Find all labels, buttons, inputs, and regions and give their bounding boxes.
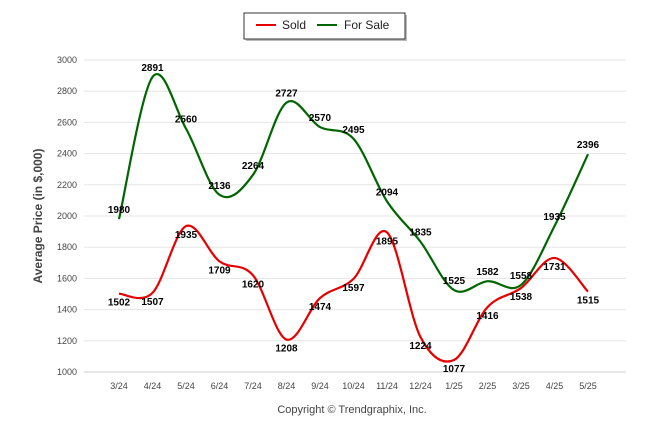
- grid-lines: [84, 59, 626, 373]
- data-label-for-sale: 1980: [108, 205, 131, 216]
- data-label-sold: 1502: [108, 298, 131, 309]
- data-label-sold: 1515: [577, 296, 600, 307]
- data-label-for-sale: 2495: [342, 125, 365, 136]
- y-tick-label: 2400: [57, 149, 77, 159]
- data-label-for-sale: 2136: [208, 181, 231, 192]
- y-tick-label: 2200: [57, 180, 77, 190]
- y-axis-title: Average Price (in $,000): [31, 149, 45, 284]
- y-tick-label: 1200: [57, 336, 77, 346]
- x-tick-label: 9/24: [311, 381, 329, 391]
- y-tick-label: 2800: [57, 86, 77, 96]
- x-tick-label: 11/24: [376, 381, 398, 391]
- x-tick-label: 2/25: [479, 381, 497, 391]
- data-label-for-sale: 1558: [510, 271, 533, 282]
- data-label-sold: 1416: [476, 311, 499, 322]
- data-label-sold: 1895: [376, 236, 399, 247]
- data-label-for-sale: 1835: [409, 228, 432, 239]
- data-label-sold: 1224: [409, 341, 432, 352]
- x-tick-label: 5/24: [177, 381, 195, 391]
- y-tick-label: 1000: [57, 367, 77, 377]
- data-label-for-sale: 2396: [577, 140, 600, 151]
- data-label-for-sale: 2891: [141, 63, 164, 74]
- series-lines: [117, 73, 589, 363]
- data-label-for-sale: 2570: [309, 113, 332, 124]
- data-label-sold: 1731: [543, 262, 566, 273]
- y-tick-label: 2000: [57, 211, 77, 221]
- data-label-for-sale: 2560: [175, 115, 198, 126]
- x-tick-label: 1/25: [445, 381, 463, 391]
- x-tick-label: 3/25: [512, 381, 530, 391]
- y-tick-label: 2600: [57, 117, 77, 127]
- y-axis-ticks: 1000 1200 1400 1600 1800 2000 2200 2400 2600 2800…: [57, 55, 77, 377]
- data-label-for-sale: 2727: [275, 89, 298, 100]
- x-tick-label: 4/25: [546, 381, 564, 391]
- x-tick-label: 3/24: [110, 381, 128, 391]
- data-label-sold: 1208: [275, 344, 298, 355]
- data-label-sold: 1474: [309, 302, 332, 313]
- data-label-for-sale: 1935: [543, 212, 566, 223]
- y-tick-label: 3000: [57, 55, 77, 65]
- data-label-sold: 1935: [175, 230, 198, 241]
- legend: Sold For Sale: [243, 12, 407, 41]
- x-tick-label: 10/24: [342, 381, 365, 391]
- x-tick-label: 5/25: [579, 381, 597, 391]
- x-tick-label: 12/24: [409, 381, 432, 391]
- data-label-sold: 1620: [242, 279, 265, 290]
- data-label-for-sale: 1525: [443, 276, 466, 287]
- legend-sold-label: Sold: [282, 18, 306, 32]
- data-label-sold: 1538: [510, 292, 533, 303]
- data-labels: 1502 1507 1935 1709 1620 1208 1474 1597 1895 1224…: [108, 63, 600, 375]
- data-label-sold: 1709: [208, 265, 231, 276]
- y-tick-label: 1800: [57, 242, 77, 252]
- data-label-for-sale: 2264: [242, 161, 265, 172]
- data-label-sold: 1597: [342, 283, 365, 294]
- y-tick-label: 1400: [57, 305, 77, 315]
- x-tick-label: 8/24: [278, 381, 296, 391]
- y-tick-label: 1600: [57, 273, 77, 283]
- x-tick-label: 6/24: [211, 381, 229, 391]
- copyright-text: Copyright © Trendgraphix, Inc.: [277, 404, 426, 416]
- data-label-for-sale: 1582: [476, 267, 499, 278]
- data-label-for-sale: 2094: [376, 187, 399, 198]
- data-label-sold: 1507: [141, 297, 164, 308]
- x-tick-label: 7/24: [244, 381, 262, 391]
- series-line-sold: [118, 224, 589, 363]
- x-tick-label: 4/24: [144, 381, 162, 391]
- data-label-sold: 1077: [443, 364, 466, 375]
- legend-forsale-label: For Sale: [344, 18, 390, 32]
- series-line-for-sale: [117, 73, 589, 293]
- x-axis-ticks: 3/24 4/24 5/24 6/24 7/24 8/24 9/24 10/24 11/24 12…: [110, 381, 597, 391]
